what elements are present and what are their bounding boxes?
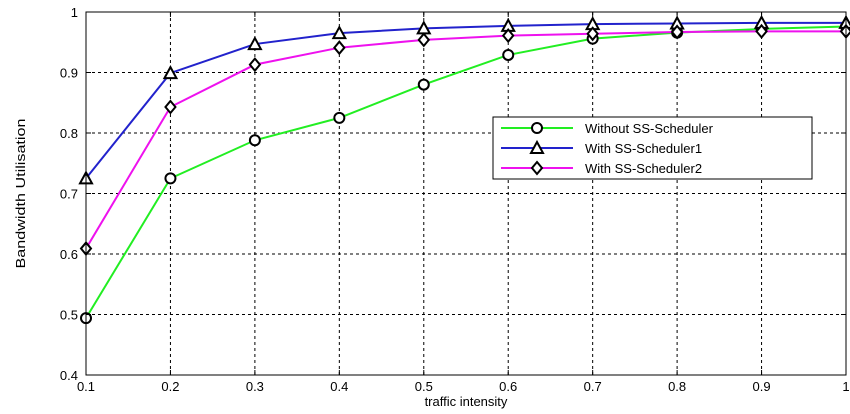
x-tick-label: 0.7 — [584, 379, 602, 394]
data-point-triangle — [162, 65, 179, 80]
data-point-triangle — [331, 25, 348, 40]
series-line — [85, 30, 846, 250]
legend-label: With SS-Scheduler2 — [585, 161, 702, 176]
axis-ticks: 0.1 0.2 0.3 0.4 0.5 0.6 0.7 0.8 0.9 1 0.4 0.5 0.6 0.7… — [60, 5, 850, 394]
data-point-triangle — [247, 35, 263, 51]
legend-marker-diamond — [530, 160, 544, 176]
legend-item: With SS-Scheduler1 — [501, 139, 702, 156]
data-point-circle — [417, 78, 430, 91]
y-tick-label: 0.5 — [60, 308, 78, 323]
series-3 — [79, 23, 850, 257]
data-point-diamond — [755, 23, 768, 39]
data-point-circle — [502, 48, 515, 61]
y-tick-label: 0.9 — [60, 66, 78, 81]
y-tick-label: 1 — [71, 5, 78, 20]
x-tick-label: 0.6 — [499, 379, 517, 394]
series-line — [85, 21, 846, 180]
legend-marker-circle — [531, 122, 543, 134]
data-point-diamond — [333, 40, 346, 56]
y-tick-label: 0.4 — [60, 368, 78, 383]
data-point-diamond — [501, 28, 515, 44]
legend: Without SS-Scheduler With SS-Scheduler1 Wi… — [492, 116, 813, 180]
legend-label: With SS-Scheduler1 — [585, 141, 702, 156]
data-point-circle — [248, 134, 261, 147]
x-axis-title: traffic intensity — [425, 394, 508, 409]
x-tick-label: 0.1 — [77, 379, 95, 394]
data-point-circle — [333, 111, 346, 124]
legend-item: Without SS-Scheduler — [501, 121, 714, 136]
y-tick-label: 0.6 — [60, 247, 78, 262]
grid — [86, 12, 846, 375]
data-point-circle — [164, 172, 177, 185]
y-tick-label: 0.7 — [60, 187, 78, 202]
x-tick-label: 0.4 — [330, 379, 348, 394]
y-axis-title: Bandwidth Utilisation — [13, 119, 28, 269]
legend-item: With SS-Scheduler2 — [501, 160, 702, 176]
x-tick-label: 0.3 — [246, 379, 264, 394]
series-2 — [78, 14, 850, 185]
legend-label: Without SS-Scheduler — [585, 121, 714, 136]
x-tick-label: 0.5 — [415, 379, 433, 394]
data-point-diamond — [670, 24, 684, 40]
y-tick-label: 0.8 — [60, 126, 78, 141]
legend-marker-triangle — [529, 139, 545, 154]
data-point-diamond — [164, 99, 177, 115]
x-tick-label: 0.8 — [668, 379, 686, 394]
x-tick-label: 1 — [842, 379, 849, 394]
x-tick-label: 0.2 — [161, 379, 179, 394]
x-tick-label: 0.9 — [753, 379, 771, 394]
data-point-diamond — [248, 57, 262, 73]
data-point-diamond — [417, 32, 431, 48]
data-point-diamond — [586, 26, 599, 42]
